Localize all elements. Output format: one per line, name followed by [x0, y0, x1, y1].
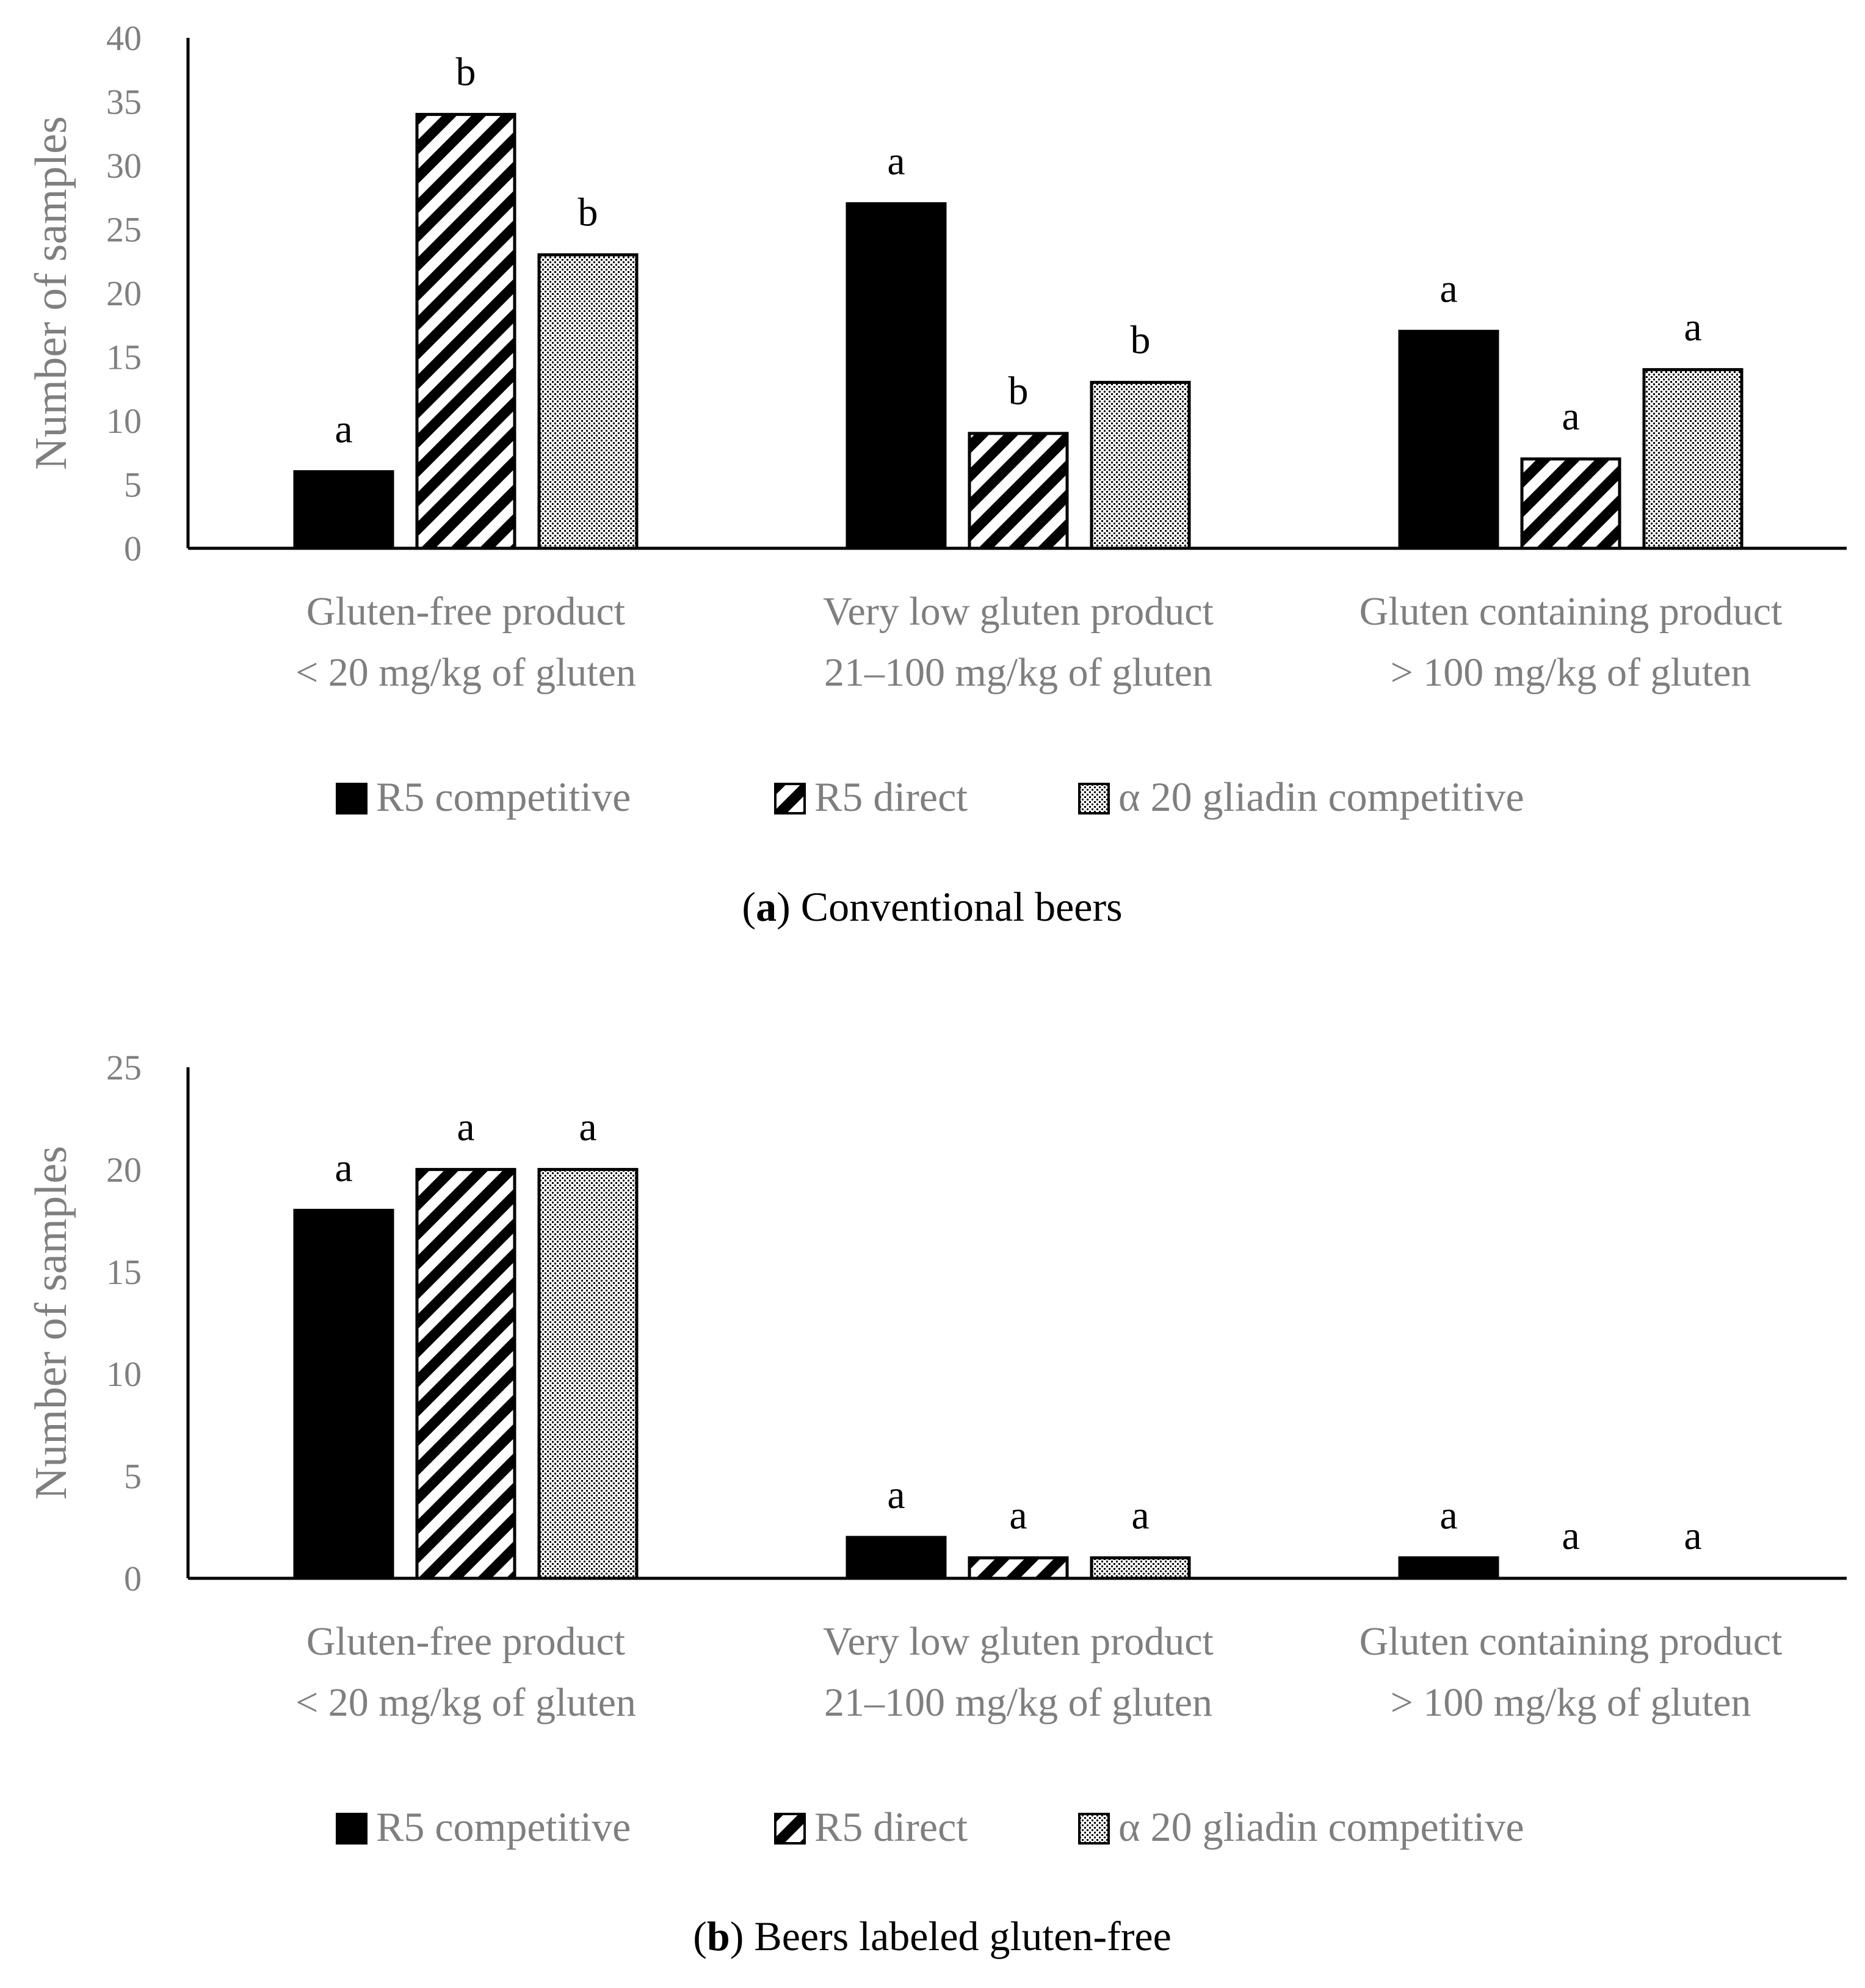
legend-swatch-solid [336, 1813, 368, 1845]
legend-label: R5 direct [814, 774, 968, 820]
significance-label: a [1684, 1514, 1701, 1558]
category-label: < 20 mg/kg of gluten [295, 1680, 636, 1725]
bar-solid-cat3 [1398, 1556, 1499, 1580]
category-label: Very low gluten product [823, 589, 1214, 634]
y-tick-label: 40 [106, 18, 142, 58]
category-label: > 100 mg/kg of gluten [1391, 1680, 1751, 1725]
significance-label: a [1131, 1493, 1149, 1538]
panel-caption: (a) Conventional beers [742, 883, 1122, 930]
bar-hatch-cat2 [968, 432, 1069, 550]
significance-label: a [579, 1105, 596, 1149]
bar-hatch-cat1 [415, 1167, 516, 1580]
significance-label: a [1439, 1493, 1457, 1538]
bar-solid-cat2 [846, 1536, 947, 1580]
y-tick-label: 0 [124, 529, 142, 568]
significance-label: a [1562, 1514, 1579, 1558]
significance-label: a [887, 1473, 905, 1517]
y-tick-label: 25 [106, 210, 142, 250]
significance-label: a [1562, 394, 1579, 439]
bar-hatch-cat3 [1520, 457, 1621, 550]
legend-label: R5 competitive [376, 1804, 631, 1850]
y-tick-label: 25 [106, 1048, 142, 1087]
caption-panel-letter: b [707, 1913, 730, 1959]
legend-swatch-hatch [774, 1813, 806, 1845]
category-label: Gluten-free product [306, 1619, 625, 1664]
legend-item: R5 direct [774, 774, 968, 820]
legend-item: α 20 gliadin competitive [1078, 774, 1524, 820]
caption-text: Conventional beers [801, 883, 1123, 930]
legend-label: α 20 gliadin competitive [1118, 1804, 1524, 1850]
y-tick-label: 5 [124, 1457, 142, 1496]
legend-label: R5 competitive [376, 774, 631, 820]
panel-b-chart: 0 5 10 15 20 25 Number of samples a a a a a a a a a Glut… [26, 1048, 1847, 1959]
legend-swatch-dots [1078, 1813, 1110, 1845]
legend-swatch-hatch [774, 783, 806, 814]
bar-dots-cat3 [1642, 368, 1744, 550]
caption-text: Beers labeled gluten-free [754, 1913, 1171, 1959]
legend-item: R5 competitive [336, 774, 631, 820]
category-label: Very low gluten product [823, 1619, 1214, 1664]
category-label: 21–100 mg/kg of gluten [824, 1680, 1212, 1725]
bar-dots-cat2 [1090, 380, 1191, 550]
legend-item: R5 direct [774, 1804, 968, 1850]
y-tick-label: 10 [106, 401, 142, 441]
legend-swatch-dots [1078, 783, 1110, 814]
significance-label: a [335, 407, 352, 452]
significance-label: a [1684, 305, 1701, 349]
legend-label: R5 direct [814, 1804, 968, 1850]
bar-solid-cat1 [293, 1208, 394, 1580]
bar-dots-cat1 [537, 1167, 639, 1580]
significance-label: b [578, 190, 598, 234]
panel-a-chart: 0 5 10 15 20 25 30 35 40 Number of samples a a a b b a b… [26, 18, 1847, 930]
significance-label: a [1439, 267, 1457, 311]
y-tick-label: 15 [106, 1252, 142, 1292]
legend-item: α 20 gliadin competitive [1078, 1804, 1524, 1850]
bar-solid-cat2 [846, 202, 947, 550]
bar-hatch-cat2 [968, 1556, 1069, 1580]
bar-dots-cat2 [1090, 1556, 1191, 1580]
bar-hatch-cat1 [415, 112, 516, 550]
significance-label: b [1131, 317, 1151, 362]
y-tick-label: 0 [124, 1559, 142, 1598]
legend-swatch-solid [336, 783, 368, 814]
y-tick-label: 30 [106, 146, 142, 186]
category-label: Gluten containing product [1360, 589, 1783, 634]
y-axis-title: Number of samples [26, 1146, 76, 1500]
category-label: < 20 mg/kg of gluten [295, 650, 636, 695]
y-tick-label: 35 [106, 82, 142, 122]
legend-label: α 20 gliadin competitive [1118, 774, 1524, 820]
significance-label: a [457, 1105, 474, 1149]
category-label: Gluten-free product [306, 589, 625, 634]
significance-label: a [1009, 1493, 1027, 1538]
category-label: > 100 mg/kg of gluten [1391, 650, 1751, 695]
y-axis-title: Number of samples [26, 116, 76, 470]
y-tick-label: 15 [106, 338, 142, 377]
significance-label: a [887, 139, 905, 184]
legend-item: R5 competitive [336, 1804, 631, 1850]
caption-paren-open: ( [693, 1913, 707, 1959]
bar-solid-cat1 [293, 470, 394, 550]
y-tick-label: 20 [106, 1150, 142, 1189]
category-label: Gluten containing product [1360, 1619, 1783, 1664]
bar-dots-cat1 [537, 253, 639, 550]
category-label: 21–100 mg/kg of gluten [824, 650, 1212, 695]
caption-paren-close: ) [777, 883, 801, 930]
y-tick-label: 20 [106, 274, 142, 313]
bar-solid-cat3 [1398, 330, 1499, 550]
significance-label: a [335, 1145, 352, 1190]
significance-label: b [1009, 369, 1029, 413]
y-tick-label: 10 [106, 1354, 142, 1394]
significance-label: b [456, 49, 476, 94]
panel-caption: (b) Beers labeled gluten-free [693, 1913, 1172, 1959]
caption-panel-letter: a [756, 883, 777, 930]
caption-paren-close: ) [730, 1913, 755, 1959]
caption-paren-open: ( [742, 883, 756, 930]
y-tick-label: 5 [124, 465, 142, 505]
